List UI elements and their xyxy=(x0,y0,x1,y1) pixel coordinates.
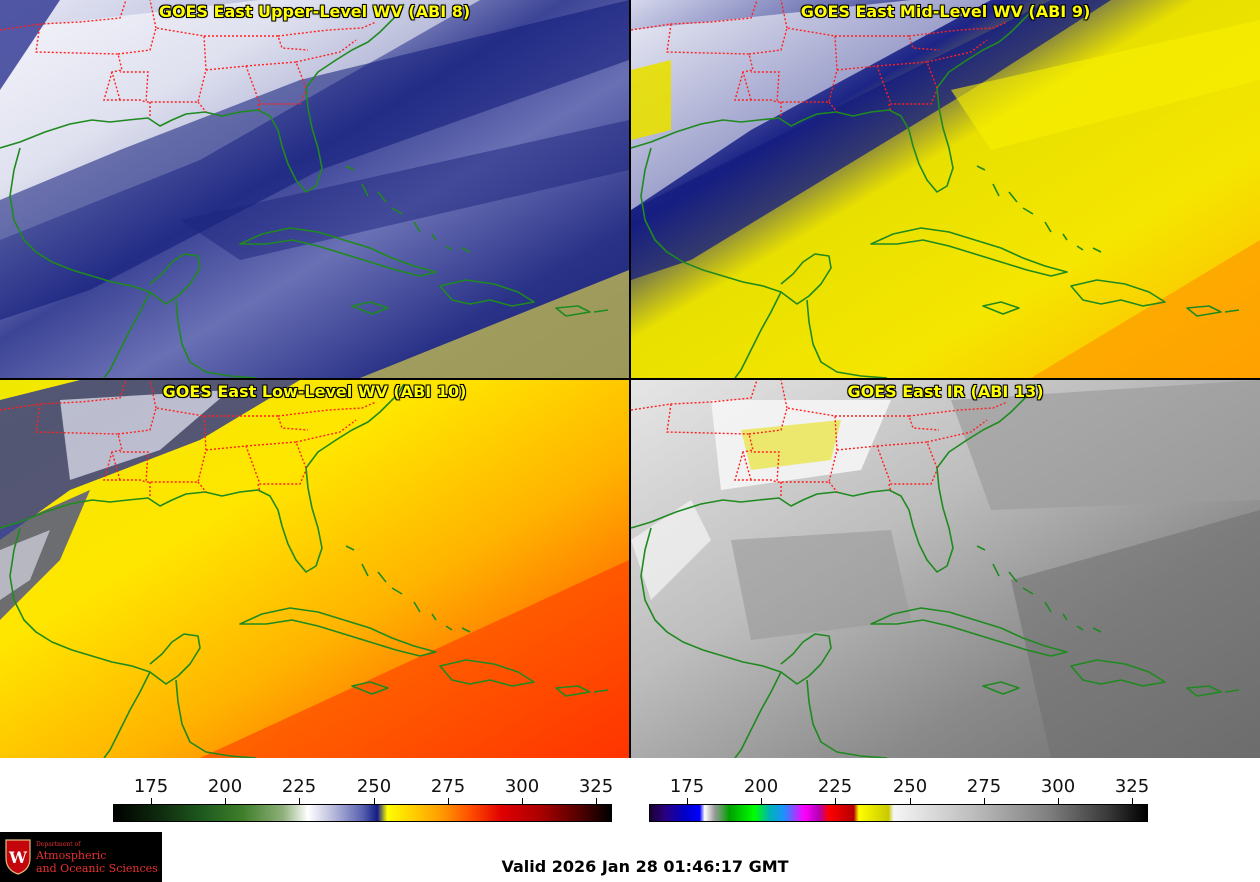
ir-tick-label: 250 xyxy=(892,776,928,797)
ir-tick-label: 275 xyxy=(966,776,1002,797)
low-level-wv-image xyxy=(0,380,629,758)
wv-tick-label: 325 xyxy=(578,776,614,797)
ir-colorbar: 175 200 225 250 275 300 325 xyxy=(649,776,1150,826)
aos-logo: W Department of Atmospheric and Oceanic … xyxy=(0,832,162,882)
panel-mid-level-wv: GOES East Mid-Level WV (ABI 9) xyxy=(631,0,1260,378)
wv-tick-label: 175 xyxy=(133,776,169,797)
logo-oceanic-line: and Oceanic Sciences xyxy=(36,862,158,875)
panel-ir: GOES East IR (ABI 13) xyxy=(631,380,1260,758)
uw-crest-icon: W xyxy=(5,839,31,875)
ir-tick-label: 200 xyxy=(743,776,779,797)
ir-color-scale xyxy=(649,804,1148,822)
ir-image xyxy=(631,380,1260,758)
wv-tick-label: 200 xyxy=(207,776,243,797)
wv-tick-label: 225 xyxy=(281,776,317,797)
wv-tick-label: 275 xyxy=(430,776,466,797)
panel-divider-horizontal xyxy=(0,378,1260,380)
panel-title: GOES East Mid-Level WV (ABI 9) xyxy=(800,2,1091,21)
ir-tick-label: 325 xyxy=(1114,776,1150,797)
logo-atmospheric-line: Atmospheric xyxy=(36,849,107,862)
wv-colorbar: 175 200 225 250 275 300 325 xyxy=(113,776,614,826)
wv-color-scale xyxy=(113,804,612,822)
wv-tick-label: 300 xyxy=(504,776,540,797)
panel-title: GOES East Upper-Level WV (ABI 8) xyxy=(158,2,471,21)
svg-text:W: W xyxy=(8,848,28,867)
logo-department-line: Department of xyxy=(36,841,81,848)
panel-title: GOES East Low-Level WV (ABI 10) xyxy=(162,382,467,401)
panel-upper-level-wv: GOES East Upper-Level WV (ABI 8) xyxy=(0,0,629,378)
panel-low-level-wv: GOES East Low-Level WV (ABI 10) xyxy=(0,380,629,758)
ir-tick-label: 225 xyxy=(817,776,853,797)
ir-tick-label: 175 xyxy=(669,776,705,797)
upper-level-wv-image xyxy=(0,0,629,378)
valid-timestamp: Valid 2026 Jan 28 01:46:17 GMT xyxy=(501,857,789,876)
mid-level-wv-image xyxy=(631,0,1260,378)
wv-tick-label: 250 xyxy=(356,776,392,797)
ir-tick-label: 300 xyxy=(1040,776,1076,797)
panel-title: GOES East IR (ABI 13) xyxy=(847,382,1044,401)
